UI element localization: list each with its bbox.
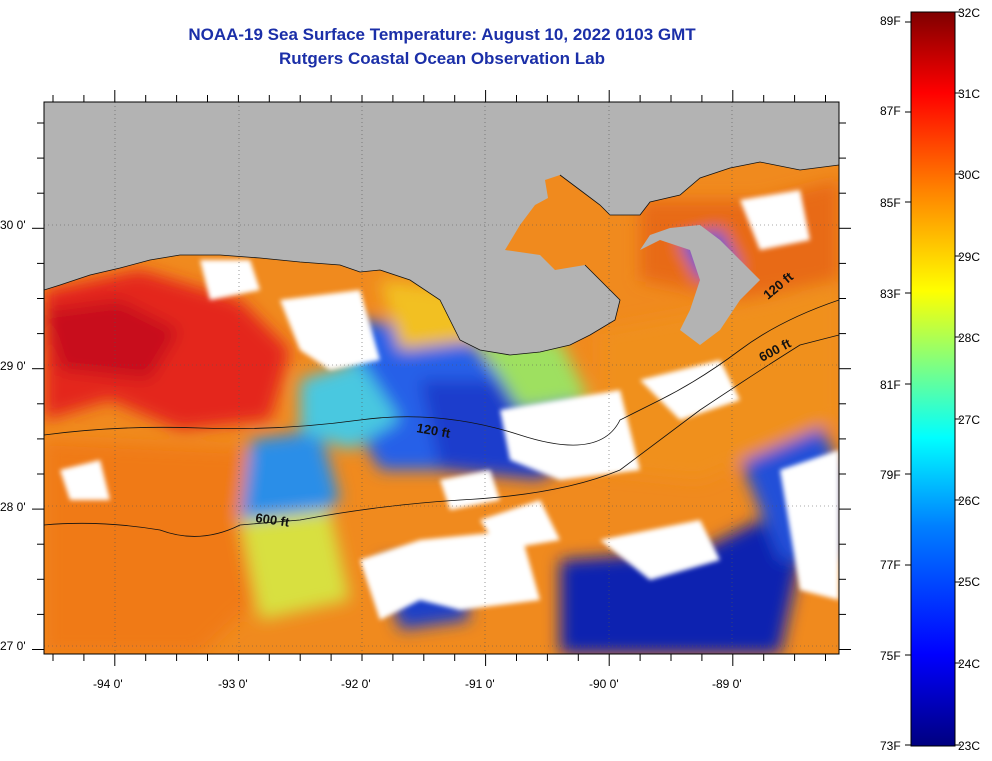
- celsius-label: 30C: [958, 168, 980, 182]
- celsius-label: 28C: [958, 331, 980, 345]
- fahrenheit-label: 81F: [880, 378, 901, 392]
- lat-label: 27 0': [0, 639, 26, 653]
- lon-label: -90 0': [589, 677, 619, 691]
- lat-label: 30 0': [0, 218, 26, 232]
- celsius-label: 23C: [958, 739, 980, 753]
- lon-label: -92 0': [341, 677, 371, 691]
- fahrenheit-label: 77F: [880, 558, 901, 572]
- longitude-labels: -94 0' -93 0' -92 0' -91 0' -90 0' -89 0…: [93, 677, 742, 691]
- lat-label: 29 0': [0, 359, 26, 373]
- celsius-label: 27C: [958, 413, 980, 427]
- fahrenheit-label: 83F: [880, 287, 901, 301]
- map-subtitle: Rutgers Coastal Ocean Observation Lab: [279, 49, 605, 68]
- sst-field: 120 ft 600 ft 120 ft 600 ft: [44, 102, 839, 654]
- graticule: [44, 102, 839, 654]
- colorbar-gradient: [910, 11, 956, 747]
- fahrenheit-label: 85F: [880, 196, 901, 210]
- lon-label: -89 0': [712, 677, 742, 691]
- celsius-label: 24C: [958, 657, 980, 671]
- celsius-label: 31C: [958, 87, 980, 101]
- fahrenheit-label: 79F: [880, 468, 901, 482]
- celsius-label: 32C: [958, 6, 980, 20]
- latitude-labels: 30 0' 29 0' 28 0' 27 0': [0, 218, 26, 653]
- celsius-label: 29C: [958, 250, 980, 264]
- fahrenheit-label: 73F: [880, 739, 901, 753]
- contour-label: 120 ft: [415, 420, 452, 441]
- map-frame: [43, 101, 840, 655]
- fahrenheit-label: 87F: [880, 104, 901, 118]
- map-title: NOAA-19 Sea Surface Temperature: August …: [188, 25, 696, 44]
- celsius-label: 26C: [958, 494, 980, 508]
- fahrenheit-label: 75F: [880, 649, 901, 663]
- lon-label: -93 0': [218, 677, 248, 691]
- fahrenheit-label: 89F: [880, 14, 901, 28]
- celsius-label: 25C: [958, 575, 980, 589]
- lon-label: -94 0': [93, 677, 123, 691]
- lat-label: 28 0': [0, 500, 26, 514]
- map-ticks: [32, 90, 851, 666]
- lon-label: -91 0': [465, 677, 495, 691]
- contour-label: 600 ft: [255, 510, 291, 530]
- colorbar: 89F 87F 85F 83F 81F 79F 77F 75F 73F 32C …: [880, 6, 980, 753]
